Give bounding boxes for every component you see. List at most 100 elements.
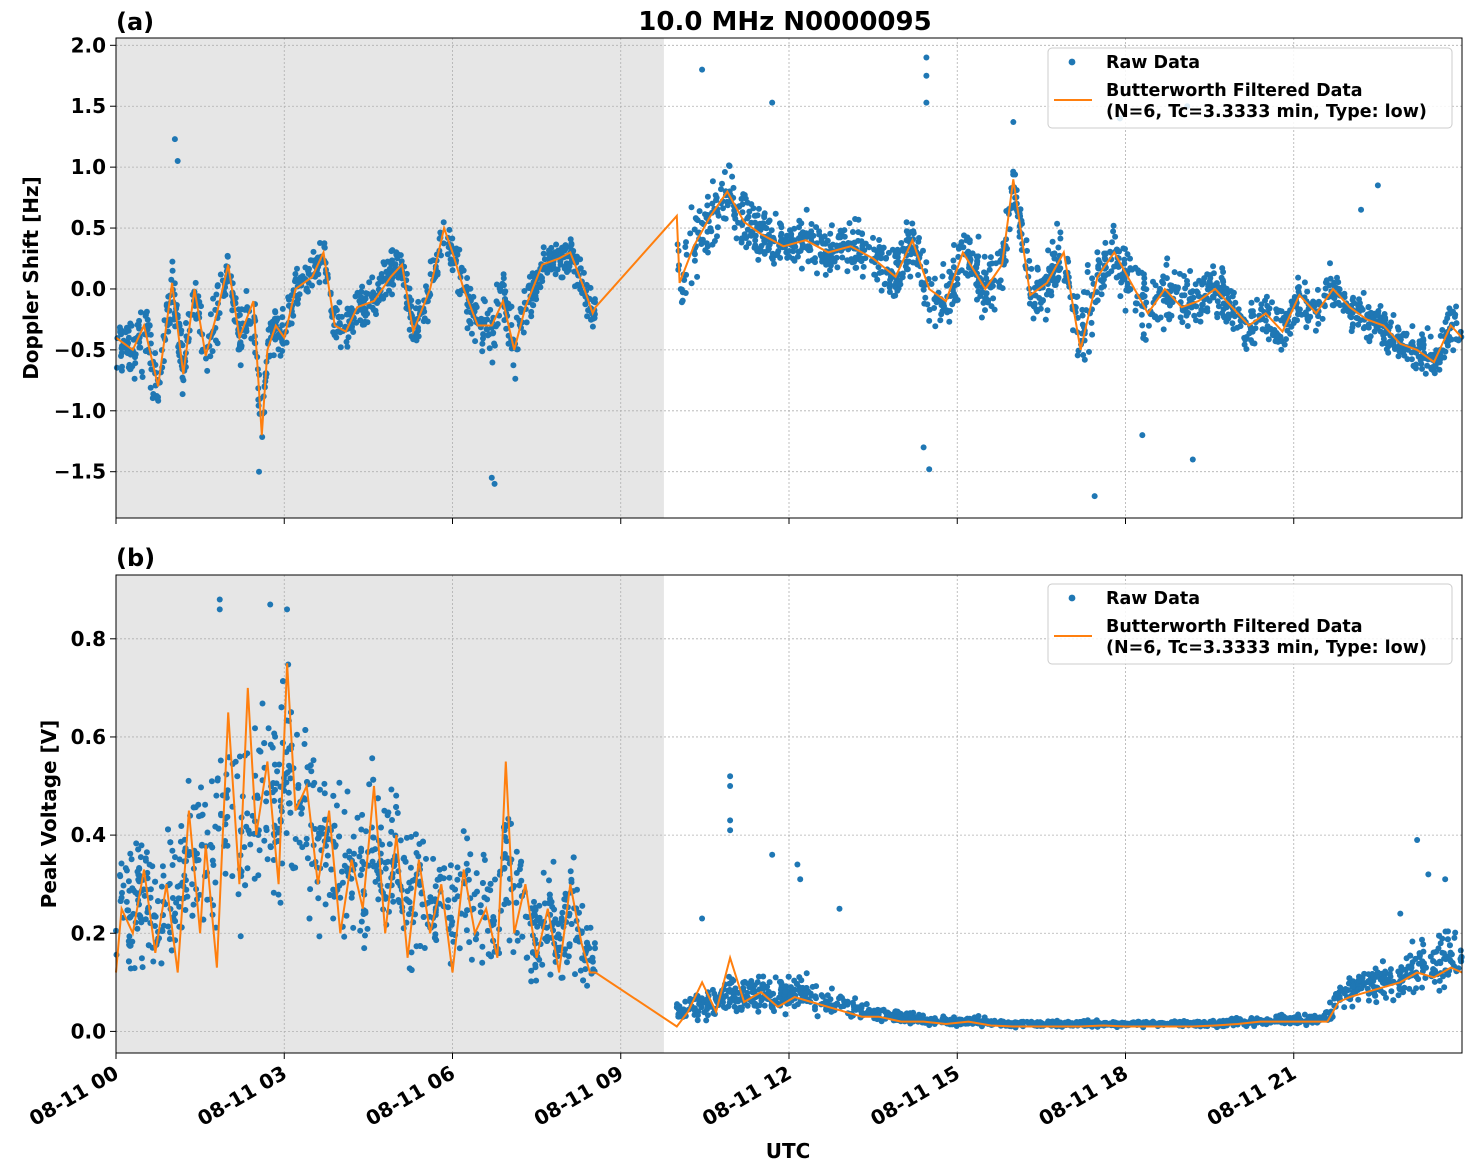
raw-data-point — [432, 883, 439, 890]
raw-data-point — [510, 949, 517, 956]
raw-data-point — [973, 253, 980, 260]
raw-data-point — [582, 966, 589, 973]
raw-data-point — [138, 842, 145, 849]
raw-data-outlier — [769, 851, 776, 858]
panel-b-peak-voltage: (b) 0.00.20.40.60.8 08-11 00 08-11 03 08-1… — [25, 544, 1465, 1131]
raw-data-point — [834, 264, 841, 271]
raw-data-point — [1220, 279, 1227, 285]
raw-data-point — [209, 844, 216, 851]
raw-data-point — [388, 248, 395, 255]
raw-data-point — [1074, 1020, 1081, 1027]
raw-data-point — [1424, 362, 1431, 369]
raw-data-point — [209, 857, 216, 864]
panel-b-raw-data — [113, 596, 1465, 1031]
raw-data-point — [1223, 304, 1230, 311]
raw-data-point — [165, 923, 172, 930]
raw-data-point — [158, 883, 165, 890]
raw-data-point — [350, 833, 357, 840]
raw-data-point — [1410, 362, 1417, 369]
raw-data-point — [823, 258, 830, 265]
raw-data-point — [1102, 272, 1109, 279]
raw-data-point — [766, 217, 773, 224]
raw-data-point — [1355, 303, 1362, 310]
raw-data-point — [1204, 308, 1211, 315]
raw-data-point — [772, 974, 779, 981]
raw-data-point — [694, 1017, 701, 1024]
raw-data-point — [126, 933, 133, 940]
raw-data-point — [139, 374, 146, 380]
raw-data-point — [1045, 247, 1052, 254]
raw-data-point — [752, 237, 759, 244]
raw-data-point — [1374, 969, 1381, 976]
raw-data-point — [316, 933, 323, 940]
raw-data-point — [302, 796, 309, 803]
raw-data-outlier — [491, 480, 498, 487]
raw-data-point — [871, 246, 878, 253]
raw-data-point — [1436, 366, 1443, 373]
raw-data-point — [490, 914, 497, 920]
raw-data-point — [903, 219, 910, 226]
raw-data-point — [1073, 294, 1080, 300]
raw-data-point — [876, 269, 883, 276]
raw-data-point — [408, 967, 415, 973]
raw-data-point — [357, 927, 364, 934]
raw-data-point — [903, 258, 910, 265]
raw-data-point — [1365, 997, 1372, 1004]
raw-data-point — [440, 219, 447, 226]
raw-data-point — [1278, 346, 1285, 353]
raw-data-point — [503, 896, 510, 903]
raw-data-point — [237, 362, 244, 369]
raw-data-point — [344, 305, 351, 312]
raw-data-point — [1168, 1019, 1175, 1026]
raw-data-outlier — [1189, 456, 1196, 463]
raw-data-point — [523, 954, 530, 961]
raw-data-point — [1023, 237, 1030, 244]
raw-data-point — [423, 855, 429, 862]
raw-data-point — [839, 254, 846, 261]
raw-data-point — [1132, 307, 1139, 314]
raw-data-point — [138, 919, 145, 926]
raw-data-point — [564, 959, 570, 966]
raw-data-point — [555, 931, 562, 938]
raw-data-point — [420, 914, 427, 920]
raw-data-point — [506, 305, 513, 312]
raw-data-point — [1084, 269, 1091, 275]
raw-data-point — [301, 741, 308, 747]
raw-data-point — [673, 1004, 680, 1011]
raw-data-point — [481, 894, 488, 901]
raw-data-point — [159, 863, 166, 870]
chart-title: 10.0 MHz N0000095 — [638, 7, 931, 37]
raw-data-point — [1396, 348, 1403, 355]
raw-data-point — [1179, 319, 1186, 326]
raw-data-point — [752, 242, 759, 249]
raw-data-outlier — [797, 876, 804, 883]
raw-data-point — [1102, 256, 1109, 263]
raw-data-point — [449, 918, 456, 925]
raw-data-point — [431, 934, 438, 941]
raw-data-point — [1291, 316, 1298, 323]
raw-data-point — [955, 245, 962, 252]
raw-data-point — [986, 266, 993, 273]
raw-data-point — [1441, 955, 1448, 962]
raw-data-point — [118, 345, 125, 352]
y-tick-label: −1.5 — [54, 460, 106, 484]
raw-data-point — [1006, 226, 1013, 233]
raw-data-point — [1139, 291, 1146, 298]
raw-data-point — [1262, 317, 1269, 324]
raw-data-point — [286, 800, 293, 807]
raw-data-point — [370, 834, 376, 841]
raw-data-point — [1051, 255, 1058, 262]
raw-data-point — [363, 828, 369, 835]
raw-data-point — [479, 348, 486, 355]
raw-data-point — [335, 314, 342, 321]
raw-data-point — [738, 1006, 745, 1013]
raw-data-point — [1110, 228, 1117, 235]
raw-data-point — [127, 850, 134, 857]
raw-data-outlier — [923, 54, 930, 61]
raw-data-point — [720, 205, 726, 212]
raw-data-point — [698, 995, 705, 1002]
raw-data-point — [1341, 1004, 1348, 1011]
raw-data-point — [787, 991, 794, 998]
raw-data-point — [559, 909, 566, 916]
raw-data-point — [760, 985, 767, 992]
